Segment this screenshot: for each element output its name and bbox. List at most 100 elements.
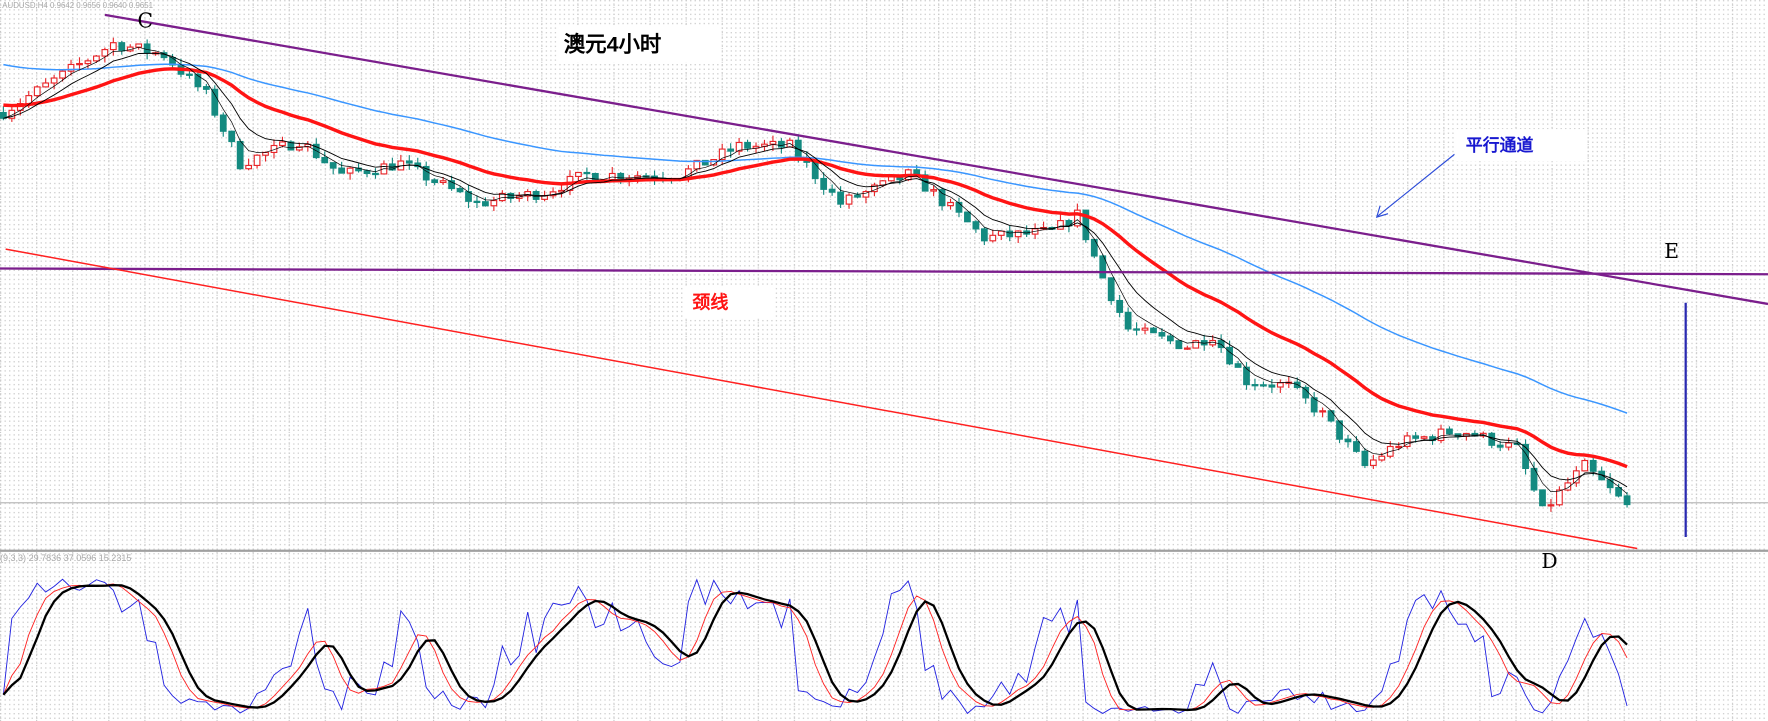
candle-body <box>1395 445 1403 449</box>
candle-body <box>448 180 455 190</box>
candle-body <box>1556 489 1563 506</box>
stochastic-indicator <box>2 578 1628 715</box>
candle-body <box>972 221 980 230</box>
candle-body <box>1446 428 1453 435</box>
candle-body <box>1175 340 1183 350</box>
channel-lower-red[interactable] <box>5 248 1638 550</box>
candle-body <box>1606 479 1614 489</box>
candle-body <box>1073 209 1081 227</box>
candle-body <box>617 172 625 180</box>
candle <box>490 196 498 212</box>
candle <box>854 192 861 199</box>
candle <box>42 78 50 88</box>
candle <box>1505 437 1513 451</box>
candle <box>1192 339 1200 349</box>
candle-body <box>1369 459 1377 466</box>
candle-body <box>558 189 565 193</box>
candle-body <box>1496 444 1504 448</box>
candle-body <box>1293 381 1301 389</box>
candle <box>1336 420 1343 444</box>
candle-body <box>236 140 244 170</box>
candle <box>1124 307 1132 332</box>
candle-body <box>871 184 878 193</box>
candle <box>1158 328 1166 339</box>
candle-body <box>1623 495 1631 506</box>
candle-body <box>1234 363 1242 368</box>
stoch-d-line[interactable] <box>2 583 1628 711</box>
candle-body <box>219 114 227 132</box>
candle-body <box>456 187 464 193</box>
candle <box>1615 483 1622 498</box>
point-d-label: D <box>1541 549 1557 573</box>
candle-body <box>295 146 303 151</box>
candle-body <box>1564 482 1572 491</box>
candle <box>194 70 202 92</box>
candle <box>575 171 582 182</box>
candle-body <box>186 73 193 76</box>
candle <box>448 175 455 191</box>
candle-body <box>211 88 219 116</box>
stoch-k-line[interactable] <box>2 578 1628 715</box>
candle <box>871 182 878 197</box>
candle-body <box>1268 384 1276 388</box>
candle <box>109 37 117 56</box>
candle <box>1412 431 1420 443</box>
candle-body <box>1099 255 1107 279</box>
candle-body <box>245 164 253 170</box>
candle <box>1268 379 1276 393</box>
candle <box>837 186 844 208</box>
candle-body <box>473 200 481 204</box>
ma-black-slow-line[interactable] <box>3 52 1628 488</box>
candle-body <box>701 159 709 166</box>
candle <box>1234 360 1242 368</box>
candle <box>1496 441 1504 452</box>
candle <box>558 185 565 198</box>
candle <box>228 130 236 148</box>
neckline-horizontal[interactable] <box>0 267 1768 276</box>
candle-body <box>498 192 506 202</box>
candle-body <box>608 172 616 181</box>
ma-red-line[interactable] <box>3 67 1628 469</box>
arrow-line[interactable] <box>1377 153 1455 217</box>
candle <box>279 136 286 148</box>
candle <box>1293 377 1301 390</box>
candle-body <box>778 140 785 148</box>
candle-body <box>1243 366 1250 386</box>
candle-body <box>845 194 853 205</box>
candle-body <box>1403 435 1411 447</box>
candle-body <box>482 201 489 207</box>
moving-averages <box>3 46 1628 494</box>
title-label: 澳元4小时 <box>564 31 662 56</box>
candle <box>1581 458 1589 472</box>
candle-body <box>109 42 117 51</box>
candle <box>1606 473 1614 494</box>
candle-body <box>253 154 261 167</box>
candle <box>964 211 971 223</box>
candle <box>245 158 253 171</box>
candle <box>67 59 75 76</box>
candle <box>287 140 295 151</box>
candle-body <box>1581 459 1589 472</box>
ma-black-fast-line[interactable] <box>3 46 1628 494</box>
candle-body <box>33 86 41 97</box>
candle-body <box>1412 435 1420 439</box>
candle-body <box>1344 438 1352 443</box>
candle <box>980 227 988 246</box>
candle <box>473 195 481 209</box>
candle-body <box>1260 384 1267 387</box>
stoch-slow-line[interactable] <box>2 583 1628 712</box>
candle <box>101 47 109 63</box>
candle-body <box>1353 441 1360 452</box>
candle-body <box>1124 311 1132 330</box>
candle-body <box>1226 346 1233 365</box>
candle <box>938 187 946 211</box>
candle-body <box>490 199 498 207</box>
candle-body <box>422 166 430 181</box>
candle <box>1437 424 1445 444</box>
candle-body <box>84 60 92 65</box>
candle <box>1243 362 1250 390</box>
candle <box>1344 434 1352 448</box>
trendline-upper-purple[interactable] <box>104 13 1768 306</box>
